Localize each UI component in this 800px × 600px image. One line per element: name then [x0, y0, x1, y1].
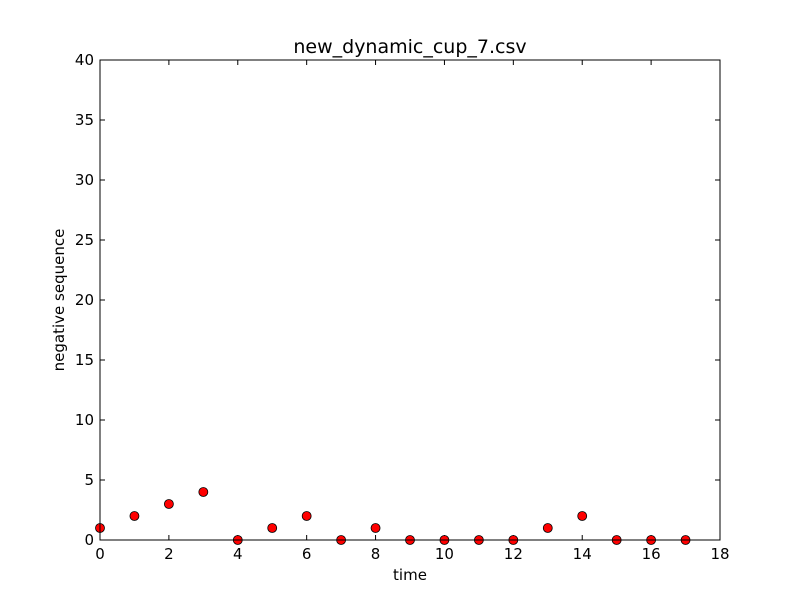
x-axis-label: time [393, 566, 427, 584]
x-tick-label: 14 [573, 545, 592, 563]
x-tick-label: 0 [95, 545, 105, 563]
x-tick-label: 2 [164, 545, 174, 563]
y-tick-label: 40 [75, 51, 94, 69]
y-tick-label: 5 [84, 471, 94, 489]
data-point [163, 499, 174, 509]
data-point [267, 523, 278, 533]
x-tick-label: 18 [710, 545, 729, 563]
y-tick-label: 10 [75, 411, 94, 429]
x-tick-label: 6 [302, 545, 312, 563]
points-layer [95, 487, 691, 545]
y-tick-label: 35 [75, 111, 94, 129]
plot-area [100, 60, 720, 540]
x-tick-label: 16 [642, 545, 661, 563]
x-tick-label: 8 [371, 545, 381, 563]
x-tick-label: 10 [435, 545, 454, 563]
data-point [370, 523, 381, 533]
data-point [129, 511, 140, 521]
y-tick-label: 25 [75, 231, 94, 249]
y-axis-label: negative sequence [50, 229, 68, 372]
plot-frame [99, 59, 721, 541]
y-tick-label: 20 [75, 291, 94, 309]
data-point [301, 511, 312, 521]
y-tick-label: 0 [84, 531, 94, 549]
x-tick-label: 12 [504, 545, 523, 563]
ticks-layer: 0 2 4 6 8 10 12 14 16 18 0 5 10 15 20 25 30 35 40 [75, 51, 730, 563]
data-point [542, 523, 553, 533]
data-point [577, 511, 588, 521]
x-tick-label: 4 [233, 545, 243, 563]
y-tick-label: 15 [75, 351, 94, 369]
data-point [198, 487, 209, 497]
chart-title: new_dynamic_cup_7.csv [293, 36, 526, 58]
y-tick-label: 30 [75, 171, 94, 189]
